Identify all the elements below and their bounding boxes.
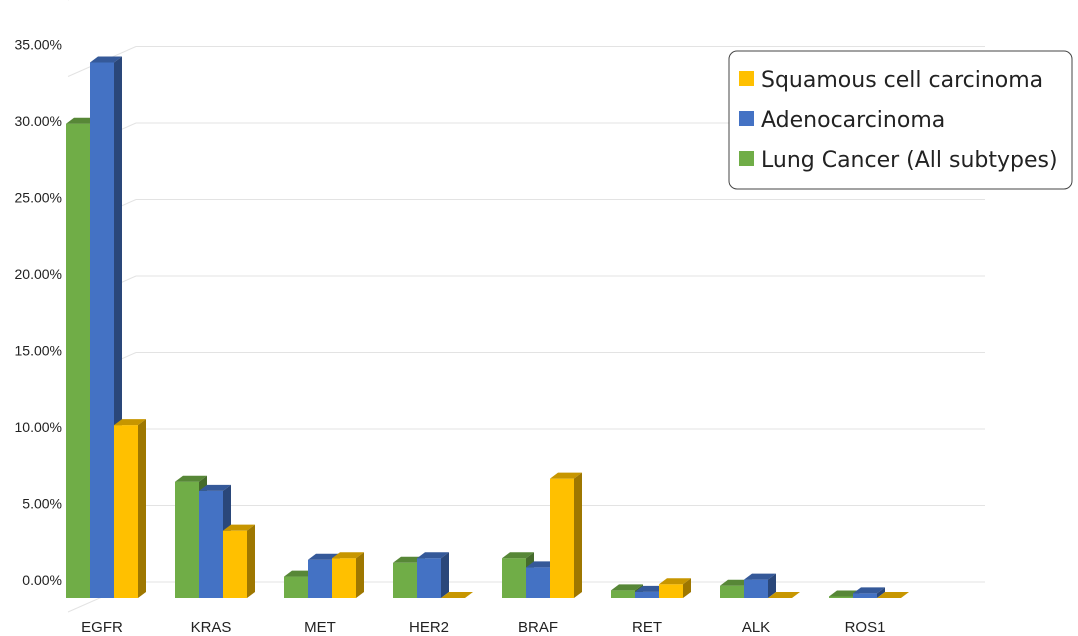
bar-top (611, 584, 643, 591)
bar: Squamous cell carcinoma — MET: 2.6 (332, 552, 364, 598)
bar-front (550, 478, 574, 598)
legend-label: Adenocarcinoma (761, 108, 945, 133)
legend-item: Squamous cell carcinoma (739, 68, 1043, 93)
bar-front (853, 593, 877, 598)
bar: Adenocarcinoma — HER2: 2.6 (417, 552, 449, 598)
bar: Adenocarcinoma — ROS1: 0.3 (853, 587, 885, 598)
legend-label: Lung Cancer (All subtypes) (761, 148, 1058, 173)
bar-top (90, 56, 122, 63)
x-category-label: RET (632, 619, 662, 636)
legend-swatch (739, 111, 754, 126)
bar: Adenocarcinoma — EGFR: 35 (90, 56, 122, 598)
y-tick-label: 20.00% (15, 266, 62, 282)
bar-side (768, 573, 776, 598)
bar-front (611, 590, 635, 598)
bar-top (175, 475, 207, 482)
y-axis-ticks: 0.00% 5.00% 10.00% 15.00% 20.00% 25.00% 30.00%… (15, 37, 62, 589)
bar: Squamous cell carcinoma — ROS1: 0 (877, 592, 909, 598)
x-category-label: KRAS (191, 619, 232, 636)
legend-item: Lung Cancer (All subtypes) (739, 148, 1058, 173)
y-tick-label: 0.00% (22, 572, 62, 588)
bar-side (877, 587, 885, 598)
bar-side (138, 419, 146, 598)
bar: Squamous cell carcinoma — EGFR: 11.3 (114, 419, 146, 598)
y-tick-label: 10.00% (15, 419, 62, 435)
bar-side (247, 524, 255, 598)
bar-side (574, 472, 582, 598)
legend-item: Adenocarcinoma (739, 108, 945, 133)
x-category-label: EGFR (81, 619, 123, 636)
bar-top (744, 573, 776, 580)
bar-front (175, 481, 199, 598)
bar-front (417, 558, 441, 598)
bar-top (502, 552, 534, 559)
legend-swatch (739, 151, 754, 166)
bar-top (550, 472, 582, 479)
bar-front (223, 530, 247, 598)
bar-front (332, 558, 356, 598)
x-category-label: ALK (742, 619, 770, 636)
x-category-label: ROS1 (845, 619, 886, 636)
legend-swatch (739, 71, 754, 86)
bar-front (114, 425, 138, 598)
bar: Squamous cell carcinoma — KRAS: 4.4 (223, 524, 255, 598)
bar-front (526, 567, 550, 598)
bar-top (768, 592, 800, 598)
bar-top (853, 587, 885, 594)
legend-label: Squamous cell carcinoma (761, 68, 1043, 93)
legend: Squamous cell carcinoma Adenocarcinoma Lun… (728, 50, 1073, 190)
x-axis-categories: EGFR KRAS MET HER2 BRAF RET ALK ROS1 (81, 619, 885, 636)
bar-front (393, 562, 417, 598)
y-tick-label: 5.00% (22, 496, 62, 512)
bar-top (659, 578, 691, 585)
bar-front (829, 596, 853, 598)
legend-box (728, 50, 1073, 190)
bar-front (66, 123, 90, 598)
y-tick-label: 30.00% (15, 113, 62, 129)
bar-top (441, 592, 473, 598)
bar-top (877, 592, 909, 598)
bar-front (199, 490, 223, 598)
bars: Lung Cancer (All subtypes) — EGFR: 31Ade… (66, 56, 909, 598)
x-category-label: BRAF (518, 619, 558, 636)
bar-top (223, 524, 255, 531)
bar-front (90, 62, 114, 598)
bar-front (659, 584, 683, 598)
bar-front (744, 579, 768, 598)
bar-front (308, 559, 332, 598)
bar-side (683, 578, 691, 598)
bar-front (720, 585, 744, 598)
bar-top (199, 484, 231, 491)
bar-front (502, 558, 526, 598)
bar-front (284, 576, 308, 598)
y-tick-label: 35.00% (15, 37, 62, 53)
bar: Squamous cell carcinoma — HER2: 0 (441, 592, 473, 598)
x-category-label: MET (304, 619, 336, 636)
bar-top (332, 552, 364, 559)
bar: Squamous cell carcinoma — BRAF: 7.8 (550, 472, 582, 598)
x-category-label: HER2 (409, 619, 449, 636)
bar-side (441, 552, 449, 598)
bar: Squamous cell carcinoma — ALK: 0 (768, 592, 800, 598)
bar: Adenocarcinoma — ALK: 1.2 (744, 573, 776, 598)
y-tick-label: 15.00% (15, 343, 62, 359)
y-tick-label: 25.00% (15, 190, 62, 206)
bar-top (114, 419, 146, 426)
bar-front (635, 591, 659, 598)
bar-side (356, 552, 364, 598)
bar: Squamous cell carcinoma — RET: 0.9 (659, 578, 691, 598)
bar-top (417, 552, 449, 559)
